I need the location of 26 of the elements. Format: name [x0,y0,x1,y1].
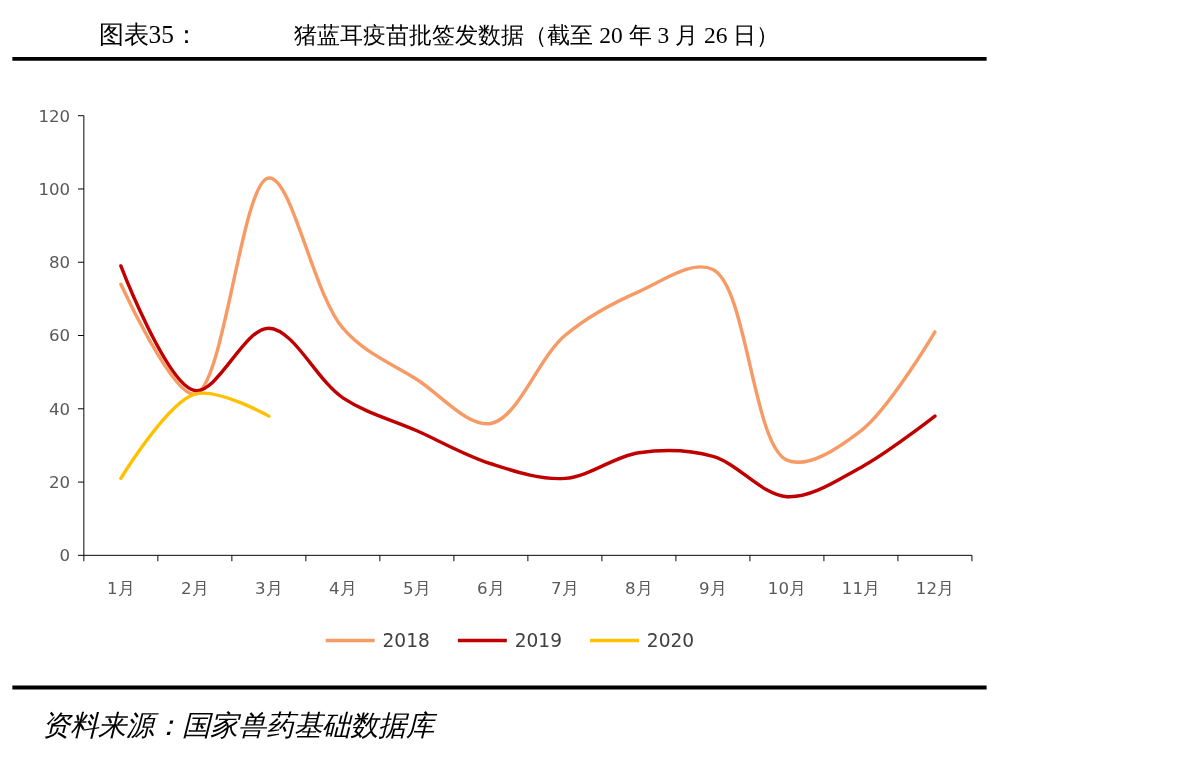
x-tick-label: 8月 [625,578,653,598]
line-series [119,264,937,499]
x-tick-label: 1月 [107,578,135,598]
legend-label: 2019 [514,630,562,652]
y-tick-label: 0 [59,546,71,566]
x-tick-label: 6月 [477,578,505,598]
x-tick-label: 9月 [699,578,727,598]
y-tick-label: 80 [48,253,71,273]
legend-label: 2020 [646,630,695,652]
x-tick-label: 4月 [329,578,357,598]
y-tick-label: 60 [48,326,71,346]
x-tick-label: 10月 [767,578,806,598]
x-tick-label: 2月 [181,578,209,598]
legend-label: 2018 [382,630,430,652]
chart-subtitle: 猪蓝耳疫苗批签发数据（截至 20 年 3 月 26 日） [294,22,780,49]
x-tick-label: 11月 [841,578,880,598]
y-tick-label: 20 [48,472,71,492]
x-tick-label: 3月 [255,578,283,598]
x-tick-label: 5月 [403,578,431,598]
y-tick-label: 100 [38,179,71,199]
x-tick-label: 12月 [915,578,954,598]
text: 资料来源：国家兽药基础数据库 [41,709,438,741]
x-tick-label: 7月 [551,578,579,598]
chart-title: 图表35： [98,20,199,50]
y-tick-label: 40 [48,399,71,419]
y-tick-label: 120 [38,106,71,126]
